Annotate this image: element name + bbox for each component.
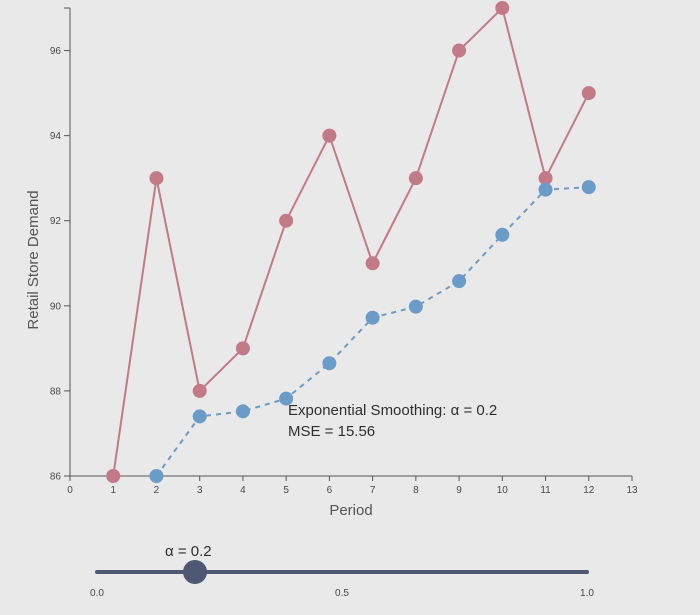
x-tick-label: 5 — [283, 485, 289, 496]
alpha-slider-label: α = 0.2 — [165, 543, 212, 560]
alpha-slider-handle[interactable] — [183, 560, 207, 584]
x-tick-label: 3 — [197, 485, 203, 496]
series-2 — [149, 180, 596, 483]
y-axis-title: Retail Store Demand — [25, 190, 42, 329]
y-tick-label: 88 — [50, 386, 62, 397]
alpha-slider-mid-label: 0.5 — [335, 588, 349, 599]
alpha-slider[interactable]: α = 0.2 0.0 0.5 1.0 — [90, 543, 594, 599]
x-tick-label: 8 — [413, 485, 419, 496]
annotation-mse: MSE = 15.56 — [288, 423, 375, 440]
series-1-point — [279, 213, 294, 228]
series-2-point — [581, 180, 596, 195]
x-tick-label: 4 — [240, 485, 246, 496]
series-1-point — [365, 256, 380, 271]
y-tick-label: 92 — [50, 216, 62, 227]
x-tick-label: 0 — [67, 485, 73, 496]
x-tick-label: 10 — [497, 485, 509, 496]
annotation-smoothing: Exponential Smoothing: α = 0.2 — [288, 402, 497, 419]
series-1-point — [322, 128, 337, 143]
series-1-point — [106, 469, 121, 483]
series-1-point — [452, 43, 467, 58]
alpha-slider-max-label: 1.0 — [580, 588, 594, 599]
series-2-point — [495, 227, 510, 242]
series-2-point — [365, 310, 380, 325]
series-2-point — [149, 469, 164, 483]
series-1-point — [149, 171, 164, 186]
series — [106, 1, 596, 483]
alpha-slider-min-label: 0.0 — [90, 588, 104, 599]
x-tick-label: 6 — [327, 485, 333, 496]
series-1 — [106, 1, 596, 483]
series-1-point — [235, 341, 250, 356]
series-2-point — [322, 356, 337, 371]
y-tick-label: 94 — [50, 131, 62, 142]
y-tick-label: 90 — [50, 301, 62, 312]
y-tick-label: 96 — [50, 46, 62, 57]
series-2-point — [192, 409, 207, 424]
series-2-point — [538, 182, 553, 197]
series-1-point — [495, 1, 510, 15]
series-2-point — [279, 391, 294, 406]
x-axis-title: Period — [329, 502, 372, 519]
series-1-point — [192, 383, 207, 398]
series-1-line — [112, 6, 590, 477]
x-tick-label: 12 — [583, 485, 595, 496]
series-2-point — [235, 404, 250, 419]
series-1-point — [581, 86, 596, 101]
y-tick-label: 86 — [50, 472, 62, 483]
series-2-point — [452, 274, 467, 289]
x-tick-label: 11 — [540, 485, 551, 496]
x-tick-label: 2 — [154, 485, 160, 496]
series-2-point — [408, 299, 423, 314]
series-1-point — [538, 171, 553, 186]
series-1-point — [408, 171, 423, 186]
x-tick-label: 9 — [456, 485, 462, 496]
x-tick-label: 13 — [626, 485, 638, 496]
x-tick-label: 1 — [110, 485, 116, 496]
x-tick-label: 7 — [370, 485, 376, 496]
